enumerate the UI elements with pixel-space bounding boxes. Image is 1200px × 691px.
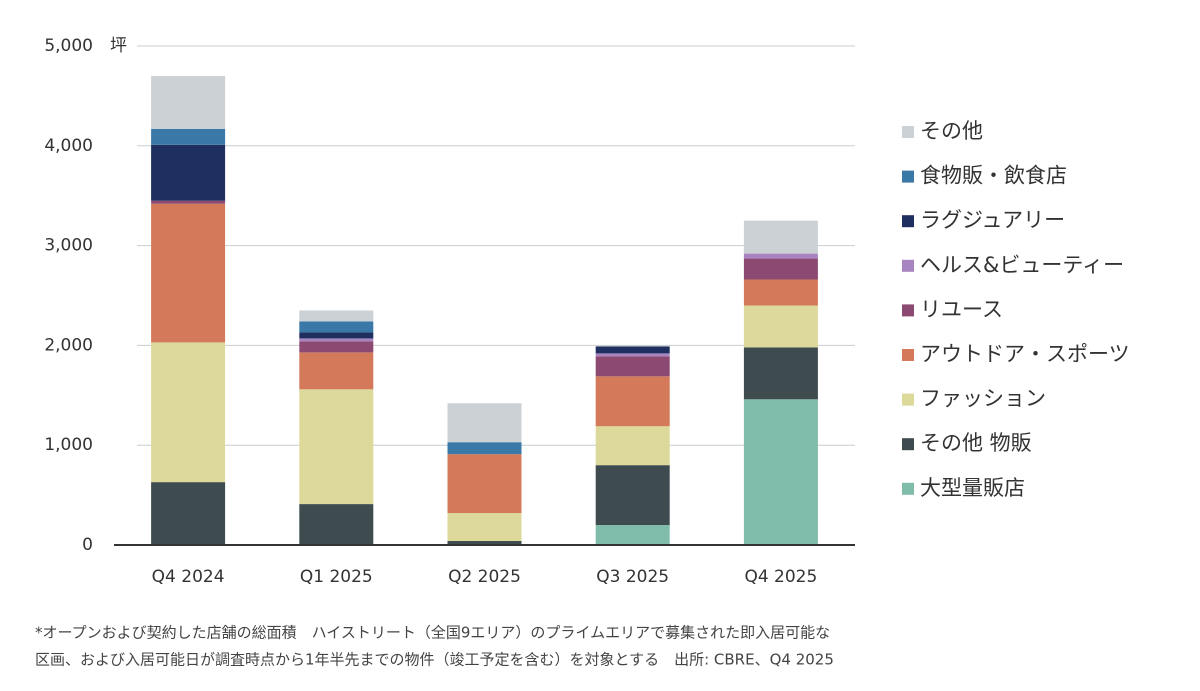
bar-segment [151,144,226,201]
bar-segment [447,513,522,542]
legend-label: その他 [920,119,983,143]
bar-segment [595,353,670,357]
footnote: 区画、および入居可能日が調査時点から1年半先までの物件（竣工予定を含む）を対象と… [35,651,834,669]
y-tick-label: 5,000 [44,36,93,56]
bar-segment [299,504,374,545]
bar-segment [743,399,818,545]
bar-segment [447,541,522,545]
x-tick-label: Q2 2025 [448,567,521,587]
y-tick-label: 3,000 [44,236,93,256]
bar-segment [743,279,818,306]
y-tick-label: 2,000 [44,335,93,355]
legend-swatch [902,126,914,138]
bar-segment [595,426,670,466]
legend-swatch [902,304,914,317]
bar-segment [447,442,522,455]
legend-swatch [902,170,914,183]
bar-segment [595,525,670,545]
bar-segment [151,75,226,129]
bar-segment [743,258,818,280]
bar-segment [743,347,818,400]
x-tick-label: Q3 2025 [596,567,669,587]
bar-segment [151,200,226,204]
legend-swatch [902,349,914,361]
bar-segment [299,352,374,390]
bar-segment [447,403,522,443]
legend-swatch [902,482,914,495]
bar-segment [743,253,818,259]
legend-swatch [902,393,914,406]
bar-segment [447,454,522,514]
bar-segment [299,321,374,333]
bar-segment [595,465,670,526]
x-tick-label: Q4 2024 [152,567,225,587]
y-unit: 坪 [110,36,127,56]
bar-segment [595,346,670,354]
bar-segment [151,203,226,343]
bar-segment [595,356,670,377]
bar-segment [151,482,226,545]
legend-label: 大型量販店 [920,476,1025,500]
bar-segment [299,310,374,322]
bar-segment [299,332,374,339]
legend-swatch [902,215,914,228]
bar-segment [151,128,226,145]
bar-segment [743,305,818,348]
legend-label: アウトドア・スポーツ [920,342,1130,366]
y-tick-label: 1,000 [44,435,93,455]
footnote: *オープンおよび契約した店舗の総面積 ハイストリート（全国9エリア）のプライムエ… [35,624,830,642]
bar-segment [595,376,670,427]
legend-label: リユース [920,297,1003,321]
legend-label: 食物販・飲食店 [920,164,1067,188]
legend-swatch [902,259,914,272]
bar-segment [299,341,374,353]
legend-label: ファッション [920,387,1046,411]
y-tick-label: 4,000 [44,136,93,156]
legend-label: ヘルス&ビューティー [920,253,1124,277]
legend-label: ラグジュアリー [920,208,1065,232]
bar-segment [299,338,374,342]
bar-segment [743,220,818,254]
x-tick-label: Q4 2025 [744,567,817,587]
bar-segment [299,389,374,505]
legend-swatch [902,438,914,451]
bar-segment [151,342,226,483]
y-tick-label: 0 [82,535,93,555]
x-tick-label: Q1 2025 [300,567,373,587]
legend-label: その他 物販 [920,431,1032,455]
